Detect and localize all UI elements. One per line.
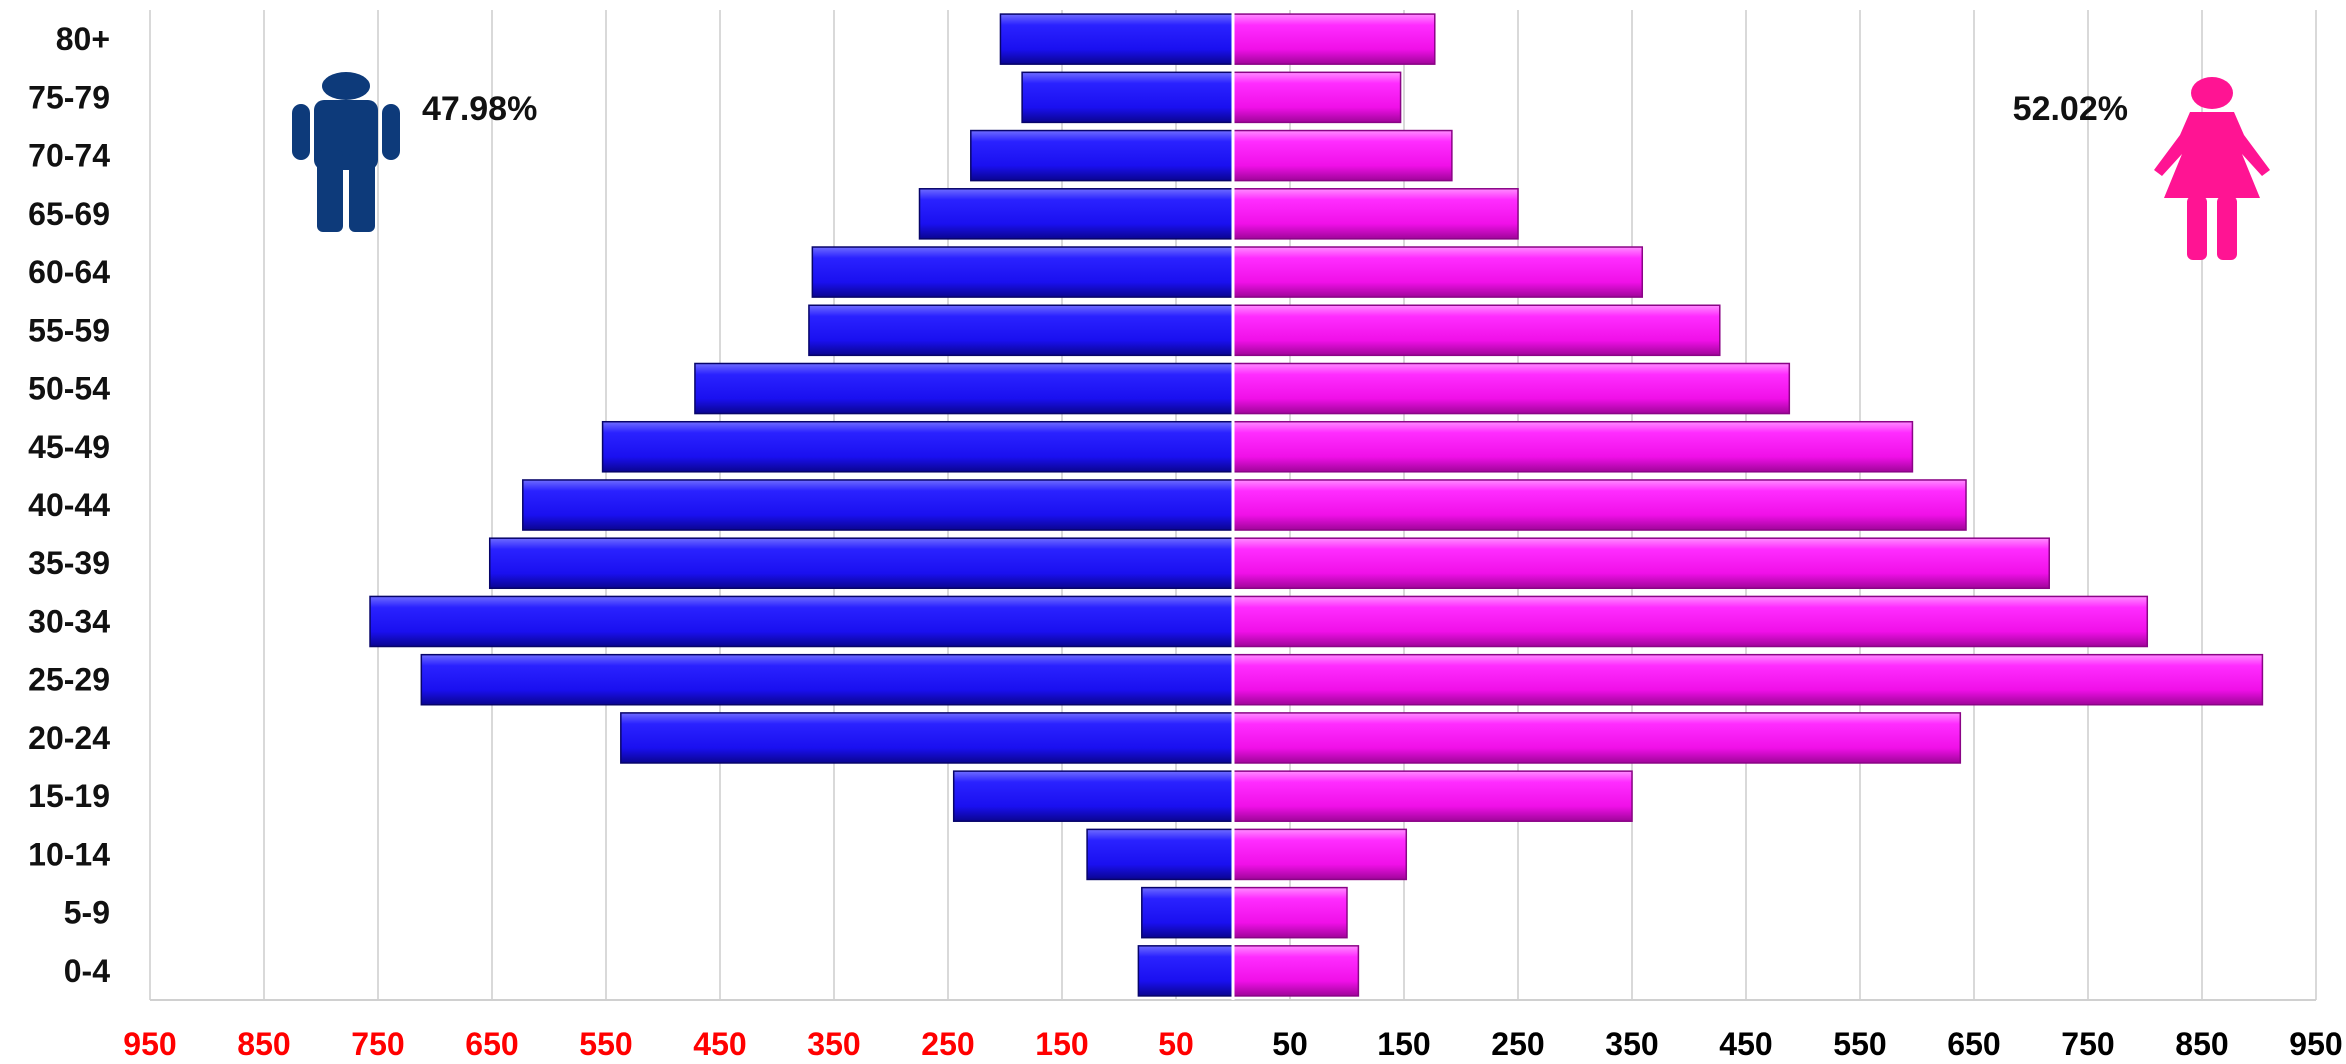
- female-share-label: 52.02%: [2013, 90, 2128, 128]
- bar-female-75-79: [1232, 71, 1402, 124]
- bar-male-5-9: [1141, 886, 1234, 939]
- x-tick-label: 950: [123, 1026, 176, 1062]
- x-tick-label: 550: [1833, 1026, 1886, 1062]
- y-tick-label: 70-74: [28, 138, 110, 174]
- male-share-label: 47.98%: [422, 90, 537, 128]
- bar-male-45-49: [601, 420, 1234, 473]
- x-tick-label: 850: [2175, 1026, 2228, 1062]
- bar-male-35-39: [488, 537, 1234, 590]
- x-tick-label: 750: [2061, 1026, 2114, 1062]
- x-tick-label: 150: [1377, 1026, 1430, 1062]
- y-tick-label: 75-79: [28, 79, 110, 115]
- bar-female-15-19: [1232, 770, 1633, 822]
- y-tick-label: 5-9: [64, 895, 110, 931]
- y-tick-label: 80+: [56, 21, 110, 57]
- y-tick-label: 50-54: [28, 371, 110, 407]
- bar-male-65-69: [918, 188, 1234, 240]
- bar-female-50-54: [1232, 362, 1791, 415]
- bar-male-0-4: [1137, 945, 1234, 997]
- y-tick-label: 25-29: [28, 662, 110, 698]
- bar-female-25-29: [1232, 653, 2264, 706]
- y-tick-label: 0-4: [64, 953, 110, 989]
- x-tick-label: 950: [2289, 1026, 2342, 1062]
- y-tick-labels: 0-4 5-9 10-14 15-19 20-24 25-29 30-34 35-39 40-4…: [28, 21, 110, 989]
- bars: [369, 13, 2264, 997]
- bar-female-45-49: [1232, 420, 1914, 473]
- y-tick-label: 30-34: [28, 603, 110, 639]
- x-tick-label: 650: [1947, 1026, 2000, 1062]
- bar-female-10-14: [1232, 828, 1408, 881]
- man-icon: [292, 72, 400, 232]
- woman-icon: [2154, 77, 2270, 260]
- bar-female-30-34: [1232, 595, 2149, 648]
- bar-male-55-59: [808, 304, 1234, 357]
- bar-male-50-54: [694, 362, 1234, 415]
- y-tick-label: 65-69: [28, 196, 110, 232]
- x-tick-label: 250: [1491, 1026, 1544, 1062]
- y-tick-label: 20-24: [28, 720, 110, 756]
- y-tick-label: 35-39: [28, 545, 110, 581]
- x-tick-label: 650: [465, 1026, 518, 1062]
- bar-female-20-24: [1232, 712, 1962, 764]
- x-tick-label: 450: [1719, 1026, 1772, 1062]
- x-tick-label: 150: [1035, 1026, 1088, 1062]
- bar-female-55-59: [1232, 304, 1721, 357]
- bar-male-25-29: [420, 653, 1234, 706]
- y-tick-label: 15-19: [28, 778, 110, 814]
- bar-female-40-44: [1232, 479, 1967, 531]
- x-tick-label: 450: [693, 1026, 746, 1062]
- bar-female-5-9: [1232, 886, 1348, 939]
- x-tick-label: 850: [237, 1026, 290, 1062]
- bar-male-15-19: [952, 770, 1234, 822]
- bar-male-60-64: [811, 246, 1234, 298]
- y-tick-label: 40-44: [28, 487, 110, 523]
- bar-female-35-39: [1232, 537, 2050, 590]
- bar-female-80+: [1232, 13, 1436, 65]
- x-tick-label: 250: [921, 1026, 974, 1062]
- y-tick-label: 10-14: [28, 836, 110, 872]
- x-tick-label: 550: [579, 1026, 632, 1062]
- bar-female-60-64: [1232, 246, 1644, 298]
- x-tick-labels: 950 850 750 650 550 450 350 250 150 50 50 150 250 350…: [123, 1026, 2342, 1062]
- bar-male-75-79: [1021, 71, 1234, 124]
- bar-female-0-4: [1232, 945, 1360, 997]
- bar-male-10-14: [1086, 828, 1234, 881]
- bar-female-65-69: [1232, 188, 1519, 240]
- x-tick-label: 750: [351, 1026, 404, 1062]
- y-tick-label: 55-59: [28, 312, 110, 348]
- bar-male-30-34: [369, 595, 1234, 648]
- bar-male-70-74: [970, 129, 1234, 182]
- y-tick-label: 60-64: [28, 254, 110, 290]
- x-tick-label: 350: [807, 1026, 860, 1062]
- x-tick-label: 50: [1272, 1026, 1308, 1062]
- bar-male-40-44: [522, 479, 1234, 531]
- x-tick-label: 50: [1158, 1026, 1194, 1062]
- y-tick-label: 45-49: [28, 429, 110, 465]
- x-tick-label: 350: [1605, 1026, 1658, 1062]
- bar-female-70-74: [1232, 129, 1453, 182]
- bar-male-80+: [999, 13, 1234, 65]
- bar-male-20-24: [620, 712, 1234, 764]
